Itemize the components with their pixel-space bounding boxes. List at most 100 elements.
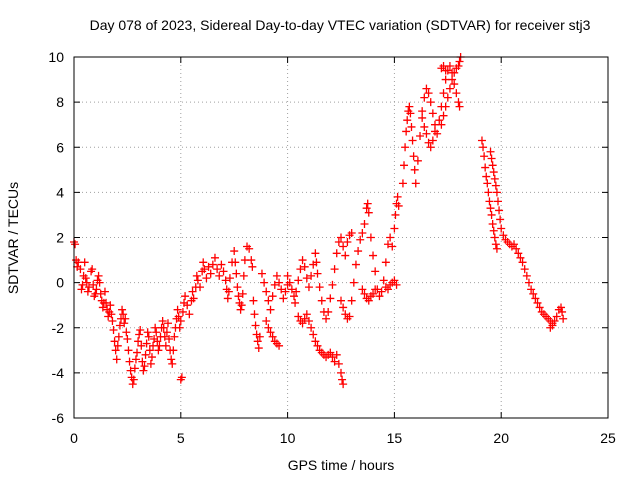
data-point-plus bbox=[369, 251, 378, 260]
data-point-plus bbox=[83, 287, 92, 296]
data-point-plus bbox=[120, 319, 129, 328]
data-point-plus bbox=[483, 179, 492, 188]
data-point-plus bbox=[160, 332, 169, 341]
data-point-plus bbox=[264, 296, 273, 305]
data-point-plus bbox=[268, 292, 277, 301]
data-point-plus bbox=[96, 289, 105, 298]
data-point-plus bbox=[366, 233, 375, 242]
data-point-plus bbox=[123, 335, 132, 344]
data-point-plus bbox=[312, 258, 321, 267]
data-point-plus bbox=[159, 323, 168, 332]
data-point-plus bbox=[253, 337, 262, 346]
data-point-plus bbox=[485, 197, 494, 206]
data-point-plus bbox=[260, 278, 269, 287]
y-tick-label: 6 bbox=[56, 139, 64, 155]
data-point-plus bbox=[388, 242, 397, 251]
data-point-plus bbox=[439, 89, 448, 98]
y-tick-label: -2 bbox=[52, 320, 65, 336]
data-point-plus bbox=[332, 249, 341, 258]
data-point-plus bbox=[550, 316, 559, 325]
data-point-plus bbox=[529, 289, 538, 298]
data-point-plus bbox=[428, 109, 437, 118]
data-point-plus bbox=[351, 260, 360, 269]
data-point-plus bbox=[520, 265, 529, 274]
data-point-plus bbox=[454, 62, 463, 71]
data-point-plus bbox=[174, 312, 183, 321]
data-point-plus bbox=[322, 314, 331, 323]
data-point-plus bbox=[283, 271, 292, 280]
y-tick-label: -4 bbox=[52, 365, 65, 381]
data-point-plus bbox=[189, 294, 198, 303]
data-point-plus bbox=[454, 98, 463, 107]
data-point-plus bbox=[337, 233, 345, 242]
data-point-plus bbox=[233, 283, 242, 292]
data-point-plus bbox=[487, 210, 496, 219]
data-point-plus bbox=[296, 265, 305, 274]
data-point-plus bbox=[115, 321, 124, 330]
x-tick-label: 15 bbox=[387, 430, 403, 446]
data-point-plus bbox=[311, 249, 320, 258]
data-point-plus bbox=[139, 366, 148, 375]
data-point-plus bbox=[339, 242, 348, 251]
data-point-plus bbox=[223, 294, 232, 303]
data-point-plus bbox=[236, 305, 245, 314]
data-point-plus bbox=[341, 251, 350, 260]
data-point-plus bbox=[135, 330, 144, 339]
data-point-plus bbox=[232, 269, 241, 278]
data-point-plus bbox=[510, 240, 519, 249]
data-point-plus bbox=[94, 271, 103, 280]
data-point-plus bbox=[394, 201, 403, 210]
data-point-plus bbox=[337, 368, 345, 377]
data-point-plus bbox=[108, 316, 117, 325]
data-point-plus bbox=[328, 353, 337, 362]
data-point-plus bbox=[317, 296, 326, 305]
data-point-plus bbox=[262, 287, 271, 296]
data-point-plus bbox=[264, 323, 273, 332]
data-point-plus bbox=[215, 271, 224, 280]
data-point-plus bbox=[455, 102, 464, 111]
data-point-plus bbox=[341, 310, 350, 319]
data-point-plus bbox=[450, 80, 459, 89]
data-point-plus bbox=[268, 332, 277, 341]
data-point-plus bbox=[128, 380, 137, 389]
y-tick-label: 4 bbox=[56, 184, 64, 200]
data-point-plus bbox=[548, 321, 557, 330]
data-point-plus bbox=[270, 280, 279, 289]
data-point-plus bbox=[391, 210, 400, 219]
data-point-plus bbox=[162, 328, 171, 337]
data-point-plus bbox=[381, 258, 390, 267]
data-point-plus bbox=[219, 267, 228, 276]
data-point-plus bbox=[535, 303, 544, 312]
data-point-plus bbox=[420, 93, 429, 102]
data-point-plus bbox=[313, 269, 322, 278]
data-point-plus bbox=[362, 204, 371, 213]
data-point-plus bbox=[390, 276, 399, 285]
data-point-plus bbox=[356, 235, 365, 244]
data-point-plus bbox=[326, 294, 335, 303]
data-point-plus bbox=[405, 102, 414, 111]
data-point-plus bbox=[441, 66, 450, 75]
data-point-plus bbox=[345, 312, 354, 321]
data-point-plus bbox=[279, 294, 288, 303]
data-point-plus bbox=[213, 265, 222, 274]
data-point-plus bbox=[489, 168, 498, 177]
data-point-plus bbox=[328, 280, 337, 289]
data-point-plus bbox=[492, 188, 501, 197]
data-point-plus bbox=[199, 258, 208, 267]
data-point-plus bbox=[231, 258, 240, 267]
data-point-plus bbox=[558, 307, 567, 316]
data-point-plus bbox=[206, 269, 215, 278]
data-point-plus bbox=[338, 375, 347, 384]
data-point-plus bbox=[490, 233, 499, 242]
data-point-plus bbox=[435, 116, 444, 125]
data-point-plus bbox=[406, 109, 415, 118]
data-point-plus bbox=[163, 319, 172, 328]
data-point-plus bbox=[275, 341, 284, 350]
data-point-plus bbox=[326, 348, 335, 357]
data-point-plus bbox=[416, 131, 425, 140]
data-point-plus bbox=[339, 303, 348, 312]
data-point-plus bbox=[491, 181, 500, 190]
chart-title: Day 078 of 2023, Sidereal Day-to-day VTE… bbox=[90, 17, 591, 33]
data-point-plus bbox=[161, 341, 170, 350]
data-point-plus bbox=[430, 127, 439, 136]
